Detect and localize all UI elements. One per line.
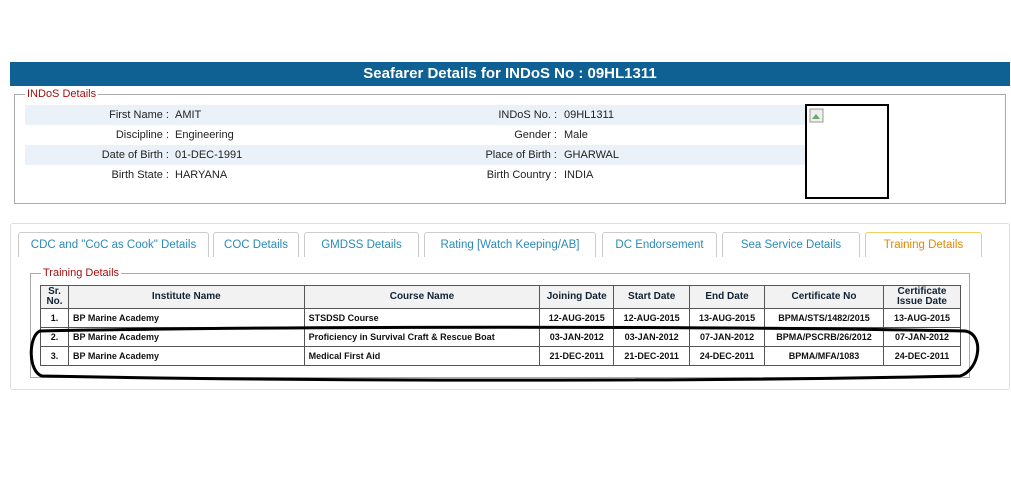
field-label: Discipline : [115,129,169,141]
field-value: Male [564,129,588,141]
table-cell: 24-DEC-2011 [689,346,766,366]
column-header: Joining Date [539,285,615,309]
field-value: HARYANA [175,169,228,181]
table-cell: BP Marine Academy [67,346,305,366]
column-header: Sr. No. [40,285,69,309]
table-cell: BP Marine Academy [67,308,305,328]
table-cell: 24-DEC-2011 [882,346,962,366]
table-cell: 13-AUG-2015 [882,308,962,328]
table-cell: Medical First Aid [303,346,541,366]
field-label: INDoS No. : [498,109,557,121]
tab[interactable]: CDC and "CoC as Cook" Details [18,232,209,257]
field-label: Birth Country : [486,169,557,181]
header-row: Sr. No. Institute Name Course Name Joining … [40,285,962,309]
table-cell: 21-DEC-2011 [539,346,615,366]
field-label: Birth State : [111,169,169,181]
table-cell: 03-JAN-2012 [613,327,691,347]
field-value: GHARWAL [564,149,620,161]
column-header: Start Date [613,285,691,309]
photo [805,104,889,199]
field-label: First Name : [109,109,169,121]
broken-image-icon [809,108,824,123]
column-header: Certificate Issue Date [882,285,962,309]
table-cell: STSDSD Course [303,308,541,328]
field-value: INDIA [564,169,594,181]
info-row: Date of Birth : 01-DEC-1991 Place of Birth… [25,145,805,165]
indos-fieldset: INDoS Details First Name : AMIT INDoS No. … [14,88,1006,204]
field-value: Engineering [175,129,234,141]
field-label: Gender : [514,129,557,141]
table-cell: BPMA/STS/1482/2015 [764,308,884,328]
training-table: Sr. No. Institute Name Course Name Joining … [40,285,962,366]
table-cell: 12-AUG-2015 [613,308,691,328]
column-header: Institute Name [67,285,305,309]
table-cell: 07-JAN-2012 [882,327,962,347]
field-label: Place of Birth : [485,149,557,161]
table-cell: 12-AUG-2015 [539,308,615,328]
tab[interactable]: COC Details [213,232,299,257]
column-header: End Date [689,285,766,309]
info-row: First Name : AMIT INDoS No. : 09HL1311 [25,105,805,125]
field-value: AMIT [175,109,202,121]
page-title: Seafarer Details for INDoS No : 09HL1311 [10,62,1010,86]
table-cell: BPMA/PSCRB/26/2012 [764,327,884,347]
table-row: 3. BP Marine Academy Medical First Aid 21-D… [40,346,962,366]
tab[interactable]: Rating [Watch Keeping/AB] [424,232,596,257]
table-cell: 03-JAN-2012 [539,327,615,347]
table-cell: 1. [40,308,69,328]
table-cell: 2. [40,327,69,347]
table-row: 2. BP Marine Academy Proficiency in Surviv… [40,327,962,347]
table-cell: 21-DEC-2011 [613,346,691,366]
tab[interactable]: Sea Service Details [722,232,860,257]
fieldset-legend: INDoS Details [25,88,99,100]
table-cell: BP Marine Academy [67,327,305,347]
tab[interactable]: GMDSS Details [304,232,419,257]
fieldset-legend: Training Details [41,267,122,279]
info-row: Birth State : HARYANA Birth Country : INDIA [25,165,805,185]
tab-panel [10,223,1010,390]
table-cell: BPMA/MFA/1083 [764,346,884,366]
table-cell: 13-AUG-2015 [689,308,766,328]
field-value: 09HL1311 [564,109,614,121]
tab[interactable]: DC Endorsement [602,232,717,257]
column-header: Certificate No [764,285,884,309]
column-header: Course Name [303,285,541,309]
table-cell: 07-JAN-2012 [689,327,766,347]
table-cell: 3. [40,346,69,366]
info-row: Discipline : Engineering Gender : Male [25,125,805,145]
table-cell: Proficiency in Survival Craft & Rescue B… [303,327,541,347]
table-row: 1. BP Marine Academy STSDSD Course 12-AUG-2… [40,308,962,328]
field-value: 01-DEC-1991 [175,149,243,161]
tab[interactable]: Training Details [865,232,982,257]
field-label: Date of Birth : [101,149,169,161]
